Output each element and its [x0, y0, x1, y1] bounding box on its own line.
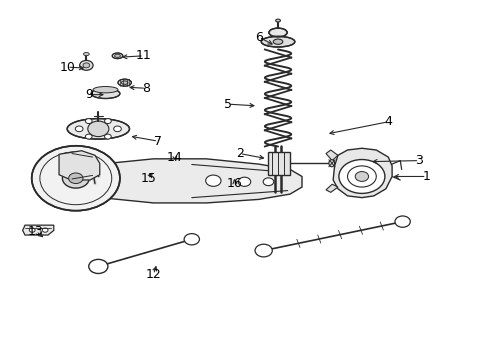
Ellipse shape — [121, 81, 128, 84]
Circle shape — [238, 177, 250, 186]
Text: 3: 3 — [415, 154, 423, 167]
Circle shape — [62, 168, 89, 188]
Circle shape — [83, 63, 89, 68]
Text: 4: 4 — [384, 115, 391, 128]
Ellipse shape — [83, 53, 89, 56]
Text: 10: 10 — [59, 60, 75, 73]
Text: 9: 9 — [84, 88, 93, 101]
Circle shape — [205, 175, 221, 186]
Polygon shape — [22, 225, 54, 235]
Circle shape — [75, 126, 83, 132]
Text: 8: 8 — [142, 82, 150, 95]
Text: 16: 16 — [226, 177, 243, 190]
Text: 7: 7 — [154, 135, 162, 148]
Ellipse shape — [93, 86, 118, 93]
Text: 13: 13 — [28, 225, 44, 238]
Polygon shape — [76, 161, 98, 168]
Text: 2: 2 — [235, 147, 243, 160]
Circle shape — [255, 244, 272, 257]
Polygon shape — [325, 184, 337, 192]
Text: 1: 1 — [422, 170, 429, 183]
Circle shape — [263, 178, 273, 186]
Ellipse shape — [67, 118, 129, 139]
Ellipse shape — [328, 160, 334, 167]
Polygon shape — [325, 150, 337, 161]
Circle shape — [42, 228, 48, 232]
Circle shape — [85, 118, 92, 123]
Circle shape — [104, 118, 111, 123]
Bar — [267, 152, 289, 175]
Ellipse shape — [112, 53, 122, 59]
Text: 11: 11 — [136, 49, 151, 62]
Ellipse shape — [118, 79, 131, 86]
Circle shape — [85, 134, 92, 139]
Polygon shape — [76, 192, 98, 201]
Circle shape — [104, 134, 111, 139]
Circle shape — [29, 228, 35, 232]
Text: 12: 12 — [145, 268, 161, 281]
Ellipse shape — [273, 39, 282, 44]
Circle shape — [68, 173, 83, 184]
Text: 15: 15 — [141, 172, 156, 185]
Ellipse shape — [114, 54, 120, 57]
Polygon shape — [59, 151, 100, 180]
Ellipse shape — [275, 19, 280, 22]
Ellipse shape — [261, 36, 294, 47]
Circle shape — [184, 234, 199, 245]
Circle shape — [89, 259, 108, 274]
Circle shape — [354, 171, 368, 181]
Polygon shape — [332, 148, 391, 198]
Text: 5: 5 — [224, 98, 231, 111]
Circle shape — [394, 216, 409, 227]
Text: 6: 6 — [254, 31, 262, 44]
Circle shape — [113, 126, 121, 132]
Circle shape — [80, 60, 93, 70]
Text: 14: 14 — [167, 150, 183, 163]
Ellipse shape — [91, 89, 120, 99]
Circle shape — [88, 121, 109, 136]
Ellipse shape — [268, 28, 286, 37]
Polygon shape — [93, 159, 302, 203]
Circle shape — [338, 159, 384, 193]
Circle shape — [32, 146, 120, 211]
